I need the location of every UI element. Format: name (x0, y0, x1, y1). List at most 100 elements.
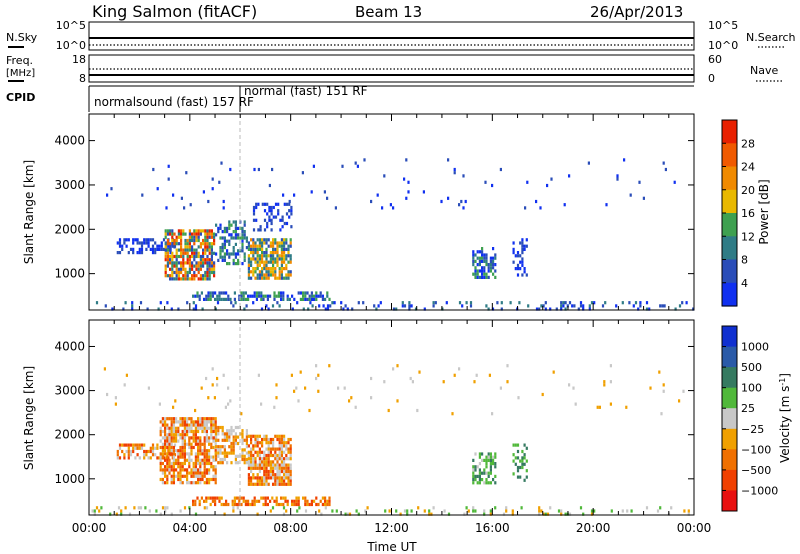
range-time-cell (212, 474, 215, 478)
range-time-cell (205, 420, 208, 424)
range-time-cell (210, 261, 213, 265)
range-time-cell (132, 247, 135, 251)
range-time-cell (270, 212, 273, 216)
range-time-cell (609, 402, 612, 406)
range-time-cell (180, 264, 183, 268)
range-time-cell (472, 272, 475, 276)
range-time-cell (267, 238, 270, 242)
range-time-cell (132, 241, 135, 245)
range-time-cell (173, 238, 176, 243)
range-time-cell (210, 420, 213, 424)
range-time-cell (252, 434, 255, 438)
range-time-cell (488, 373, 491, 377)
range-time-cell (208, 245, 211, 249)
range-time-cell (210, 417, 213, 421)
range-time-cell (197, 426, 200, 430)
range-time-cell (250, 453, 253, 458)
range-time-cell (516, 254, 520, 258)
range-time-cell (269, 460, 272, 464)
range-time-cell (263, 453, 266, 458)
range-time-cell (562, 304, 565, 308)
range-time-cell (170, 465, 173, 469)
range-time-cell (218, 294, 221, 298)
range-time-cell (276, 260, 279, 264)
range-time-cell (199, 274, 202, 278)
range-time-cell (154, 247, 157, 251)
range-time-cell (139, 301, 143, 305)
range-time-cell (478, 263, 481, 267)
range-time-cell (272, 469, 275, 474)
range-time-cell (281, 215, 284, 219)
range-time-cell (232, 441, 235, 446)
range-time-cell (243, 233, 246, 237)
range-time-cell (485, 263, 488, 267)
range-time-cell (566, 304, 569, 308)
range-time-cell (273, 291, 276, 295)
range-time-cell (138, 241, 141, 245)
range-time-cell (247, 460, 250, 464)
range-time-cell (302, 294, 305, 298)
range-time-cell (443, 509, 446, 513)
range-time-cell (226, 226, 229, 230)
range-time-cell (283, 476, 286, 480)
range-time-cell (649, 386, 652, 390)
range-time-cell (280, 273, 283, 277)
range-time-cell (256, 479, 259, 483)
range-time-cell (194, 474, 197, 478)
range-time-cell (252, 466, 255, 470)
range-time-cell (399, 512, 402, 516)
range-time-cell (230, 461, 233, 465)
range-time-cell (603, 383, 606, 387)
range-time-cell (474, 465, 477, 469)
range-time-cell (258, 254, 261, 258)
range-time-cell (177, 420, 180, 424)
range-time-cell (252, 251, 255, 255)
range-time-cell (186, 274, 189, 278)
range-time-cell (272, 463, 275, 467)
range-time-cell (205, 481, 208, 485)
range-time-cell (194, 465, 197, 469)
range-time-cell (512, 241, 515, 245)
range-time-cell (260, 291, 263, 295)
range-time-cell (257, 373, 260, 377)
range-time-cell (344, 512, 347, 516)
range-time-cell (481, 272, 484, 276)
range-time-cell (315, 502, 318, 507)
range-time-cell (208, 449, 211, 453)
range-time-cell (134, 446, 137, 450)
range-time-cell (483, 272, 486, 276)
range-time-cell (603, 380, 606, 384)
range-time-cell (200, 496, 203, 500)
range-time-cell (197, 455, 200, 459)
range-time-cell (223, 435, 226, 439)
range-time-cell (236, 506, 239, 510)
colorbar-swatch (722, 367, 737, 389)
range-time-cell (190, 471, 193, 475)
range-time-cell (168, 445, 171, 450)
range-time-cell (252, 463, 255, 467)
range-time-cell (285, 241, 288, 245)
range-time-cell (265, 241, 268, 245)
range-time-cell (211, 291, 214, 295)
range-time-cell (195, 248, 198, 252)
range-time-cell (331, 509, 334, 513)
range-time-cell (241, 242, 244, 246)
range-time-cell (458, 367, 461, 371)
range-time-cell (181, 468, 184, 472)
range-time-cell (164, 245, 167, 249)
range-time-cell (181, 481, 184, 485)
range-time-cell (514, 267, 517, 271)
range-time-cell (289, 479, 292, 483)
range-time-cell (197, 474, 200, 478)
range-time-cell (181, 439, 184, 443)
range-time-cell (230, 451, 233, 455)
range-time-cell (276, 301, 279, 305)
range-time-cell (204, 242, 207, 246)
range-time-cell (166, 264, 169, 268)
range-time-cell (483, 509, 486, 513)
range-time-cell (291, 307, 294, 311)
range-time-cell (191, 267, 194, 271)
range-time-cell (241, 226, 244, 230)
range-time-cell (283, 244, 286, 248)
